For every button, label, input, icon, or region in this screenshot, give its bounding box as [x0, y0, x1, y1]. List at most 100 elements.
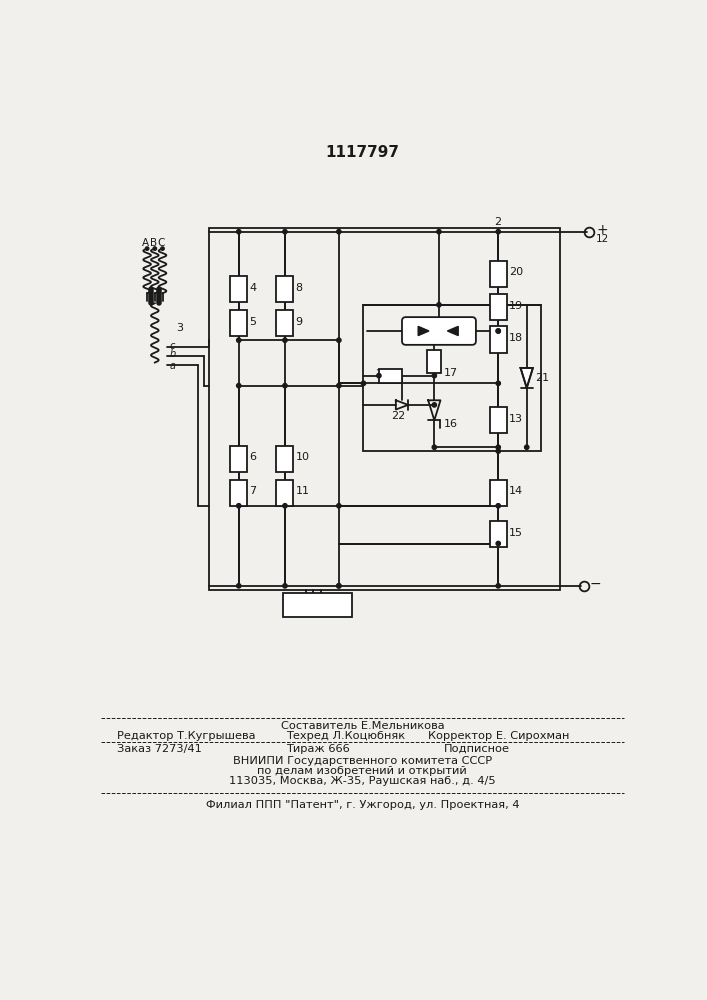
Text: Составитель Е.Мельникова: Составитель Е.Мельникова: [281, 721, 444, 731]
Text: c: c: [170, 341, 175, 351]
Text: −: −: [589, 577, 601, 591]
Text: Филиал ППП "Патент", г. Ужгород, ул. Проектная, 4: Филиал ППП "Патент", г. Ужгород, ул. Про…: [206, 800, 519, 810]
Text: +: +: [596, 223, 607, 237]
Text: 1: 1: [313, 599, 321, 612]
Circle shape: [337, 584, 341, 588]
Circle shape: [283, 584, 287, 588]
Circle shape: [496, 541, 501, 546]
Text: Техред Л.Коцюбняк: Техред Л.Коцюбняк: [286, 731, 405, 741]
Circle shape: [283, 383, 287, 388]
Bar: [276, 310, 293, 336]
Bar: [230, 276, 247, 302]
Circle shape: [337, 504, 341, 508]
Text: a: a: [170, 361, 175, 371]
Bar: [276, 480, 293, 506]
Circle shape: [283, 338, 287, 342]
Circle shape: [496, 381, 501, 385]
Text: 7: 7: [250, 486, 257, 496]
Polygon shape: [448, 326, 458, 336]
Bar: [363, 305, 541, 451]
Circle shape: [237, 504, 241, 508]
Text: 14: 14: [509, 486, 523, 496]
Circle shape: [160, 247, 164, 250]
Text: 8: 8: [296, 283, 303, 293]
Circle shape: [496, 504, 501, 508]
Text: 3: 3: [176, 323, 183, 333]
Bar: [379, 369, 402, 383]
Text: C: C: [157, 238, 165, 248]
Text: 4: 4: [250, 283, 257, 293]
Circle shape: [496, 229, 501, 234]
Text: 15: 15: [509, 528, 523, 538]
Text: ВНИИПИ Государственного комитета СССР: ВНИИПИ Государственного комитета СССР: [233, 756, 492, 766]
Bar: [428, 350, 441, 373]
Text: A: A: [142, 238, 149, 248]
Text: 10: 10: [296, 452, 310, 462]
Bar: [276, 446, 293, 472]
Text: 12: 12: [596, 234, 609, 244]
Text: 1117797: 1117797: [325, 145, 399, 160]
Text: 9: 9: [296, 317, 303, 327]
Text: 17: 17: [443, 368, 457, 378]
Text: 18: 18: [509, 333, 523, 343]
Circle shape: [337, 383, 341, 388]
Bar: [230, 310, 247, 336]
Text: Заказ 7273/41: Заказ 7273/41: [117, 744, 202, 754]
Circle shape: [146, 247, 148, 250]
Bar: [490, 407, 507, 433]
Bar: [490, 261, 507, 287]
Text: 113035, Москва, Ж-35, Раушская наб., д. 4/5: 113035, Москва, Ж-35, Раушская наб., д. …: [229, 776, 496, 786]
Bar: [283, 593, 352, 617]
Circle shape: [337, 229, 341, 234]
Text: Корректор Е. Сирохман: Корректор Е. Сирохман: [428, 731, 569, 741]
Circle shape: [496, 445, 501, 449]
Circle shape: [237, 584, 241, 588]
Circle shape: [337, 584, 341, 588]
Text: 16: 16: [443, 419, 457, 429]
Text: B: B: [150, 238, 157, 248]
Text: Редактор Т.Кугрышева: Редактор Т.Кугрышева: [117, 731, 256, 741]
Text: 21: 21: [535, 373, 549, 383]
Bar: [230, 480, 247, 506]
Polygon shape: [418, 326, 429, 336]
Circle shape: [237, 383, 241, 388]
Text: 11: 11: [296, 486, 310, 496]
Circle shape: [496, 584, 501, 588]
Circle shape: [361, 381, 366, 385]
Bar: [490, 521, 507, 547]
Circle shape: [437, 229, 441, 234]
Circle shape: [237, 338, 241, 342]
Text: 6: 6: [250, 452, 257, 462]
Text: b: b: [170, 349, 176, 359]
Text: 19: 19: [509, 301, 523, 311]
Circle shape: [496, 329, 501, 333]
Bar: [230, 446, 247, 472]
Bar: [276, 276, 293, 302]
Circle shape: [283, 229, 287, 234]
Circle shape: [432, 373, 436, 378]
Circle shape: [283, 504, 287, 508]
Circle shape: [496, 449, 501, 453]
FancyBboxPatch shape: [402, 317, 476, 345]
Text: Тираж 666: Тираж 666: [286, 744, 350, 754]
Bar: [209, 228, 560, 590]
Bar: [490, 326, 507, 353]
Circle shape: [437, 303, 441, 307]
Circle shape: [153, 247, 156, 250]
Circle shape: [377, 373, 381, 378]
Circle shape: [432, 445, 436, 449]
Polygon shape: [520, 368, 533, 388]
Text: 13: 13: [509, 414, 523, 424]
Bar: [490, 294, 507, 320]
Circle shape: [496, 329, 501, 333]
Text: 23: 23: [375, 369, 389, 379]
Text: 2: 2: [494, 217, 501, 227]
Circle shape: [237, 229, 241, 234]
Circle shape: [337, 338, 341, 342]
Text: 20: 20: [509, 267, 523, 277]
Text: по делам изобретений и открытий: по делам изобретений и открытий: [257, 766, 467, 776]
Circle shape: [432, 403, 436, 407]
Text: 22: 22: [391, 411, 405, 421]
Text: 5: 5: [250, 317, 257, 327]
Text: Подписное: Подписное: [444, 744, 510, 754]
